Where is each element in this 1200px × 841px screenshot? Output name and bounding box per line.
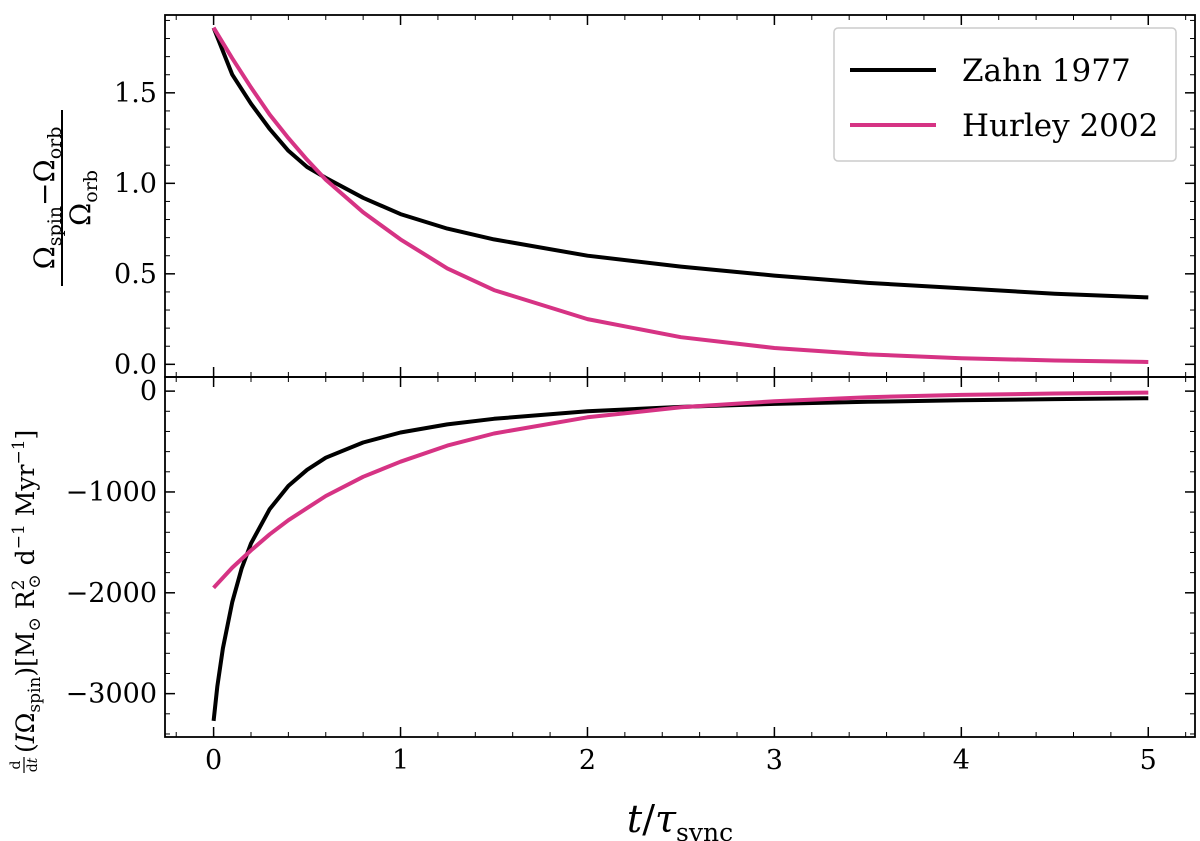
- top-ytick-label: 1.5: [114, 78, 157, 109]
- top-y-axis-label: Ωspin−Ωorb Ωorb: [28, 110, 102, 286]
- bottom-series-1-line: [212, 390, 1149, 590]
- xlabel-t: t: [627, 797, 643, 841]
- top-ylabel-omega-den: Ω: [64, 203, 97, 226]
- svg-text:dt: dt: [25, 757, 41, 772]
- top-ylabel-omega-orb: Ω: [28, 159, 61, 182]
- xtick-label: 3: [766, 745, 783, 776]
- top-ytick-label: 0.5: [114, 259, 157, 290]
- legend: Zahn 1977 Hurley 2002: [833, 27, 1177, 162]
- svg-text:(IΩspin)[M⊙R2⊙d−1Myr−1]: (IΩspin)[M⊙R2⊙d−1Myr−1]: [9, 430, 45, 753]
- xtick-label: 4: [953, 745, 970, 776]
- xtick-label: 5: [1140, 745, 1157, 776]
- bottom-ylabel-frac-den-var: t: [25, 757, 41, 763]
- top-ylabel-omega-spin: Ω: [28, 246, 61, 269]
- bottom-plot-frame: [164, 376, 1196, 738]
- xlabel-slash: /: [642, 797, 655, 841]
- bottom-panel: 0 −1000 −2000 −3000 0 1 2 3 4 5: [66, 376, 1196, 776]
- bottom-ylabel-bracket-open: [: [11, 657, 40, 667]
- x-axis-label: t/τsync: [627, 797, 733, 841]
- top-ylabel-sub-orb: orb: [44, 127, 66, 160]
- bottom-ylabel-paren-open: (: [11, 743, 40, 753]
- bottom-ytick-label: −2000: [66, 578, 157, 609]
- bottom-ylabel-msun: M: [11, 631, 40, 657]
- bottom-ylabel-myr-sup: −1: [9, 439, 29, 464]
- xtick-label: 1: [392, 745, 409, 776]
- top-ytick-label: 1.0: [114, 168, 157, 199]
- bottom-ytick-label: 0: [140, 376, 157, 407]
- top-panel: 0.0 0.5 1.0 1.5 Zahn 1977 Hurley 2002: [114, 14, 1196, 380]
- top-ytick-label: 0.0: [114, 349, 157, 380]
- legend-label-hurley: Hurley 2002: [962, 108, 1158, 144]
- xtick-label: 2: [579, 745, 596, 776]
- top-ylabel-minus: −: [28, 182, 61, 205]
- xtick-label: 0: [205, 745, 222, 776]
- top-series-1-line: [211, 26, 1149, 364]
- bottom-ylabel-days: d: [11, 549, 40, 565]
- bottom-ylabel-days-sup: −1: [9, 524, 29, 549]
- bottom-ytick-label: −1000: [66, 477, 157, 508]
- bottom-ylabel-paren-close: ): [11, 667, 40, 677]
- top-series-0-line: [211, 26, 1149, 300]
- legend-label-zahn: Zahn 1977: [962, 53, 1131, 89]
- bottom-ylabel-rsun-sup: 2: [9, 580, 29, 591]
- svg-text:Ωorb: Ωorb: [64, 170, 102, 226]
- bottom-y-axis-label: d dt (IΩspin)[M⊙R2⊙d−1Myr−1]: [8, 430, 45, 773]
- bottom-ylabel-myr: Myr: [11, 465, 40, 517]
- bottom-ytick-label: −3000: [66, 679, 157, 710]
- bottom-ylabel-var-i: I: [11, 732, 40, 744]
- top-ylabel-sub-den: orb: [80, 170, 102, 203]
- bottom-ylabel-bracket-close: ]: [11, 430, 40, 440]
- xlabel-tau-sub: sync: [676, 818, 733, 841]
- xlabel-tau: τ: [655, 797, 677, 841]
- bottom-ylabel-omega: Ω: [11, 713, 40, 734]
- bottom-ylabel-frac-den: d: [25, 763, 41, 772]
- bottom-ylabel-rsun-sub: ⊙: [25, 574, 45, 588]
- bottom-ylabel-omega-sub: spin: [25, 677, 45, 713]
- bottom-ylabel-msun-sub: ⊙: [25, 617, 45, 631]
- bottom-series-0-line: [211, 396, 1149, 722]
- svg-text:Ωspin−Ωorb: Ωspin−Ωorb: [28, 127, 66, 270]
- top-ylabel-sub-spin: spin: [44, 206, 66, 246]
- bottom-ylabel-rsun: R: [11, 589, 40, 609]
- legend-box: [833, 27, 1177, 162]
- bottom-ylabel-frac-num: d: [8, 760, 24, 769]
